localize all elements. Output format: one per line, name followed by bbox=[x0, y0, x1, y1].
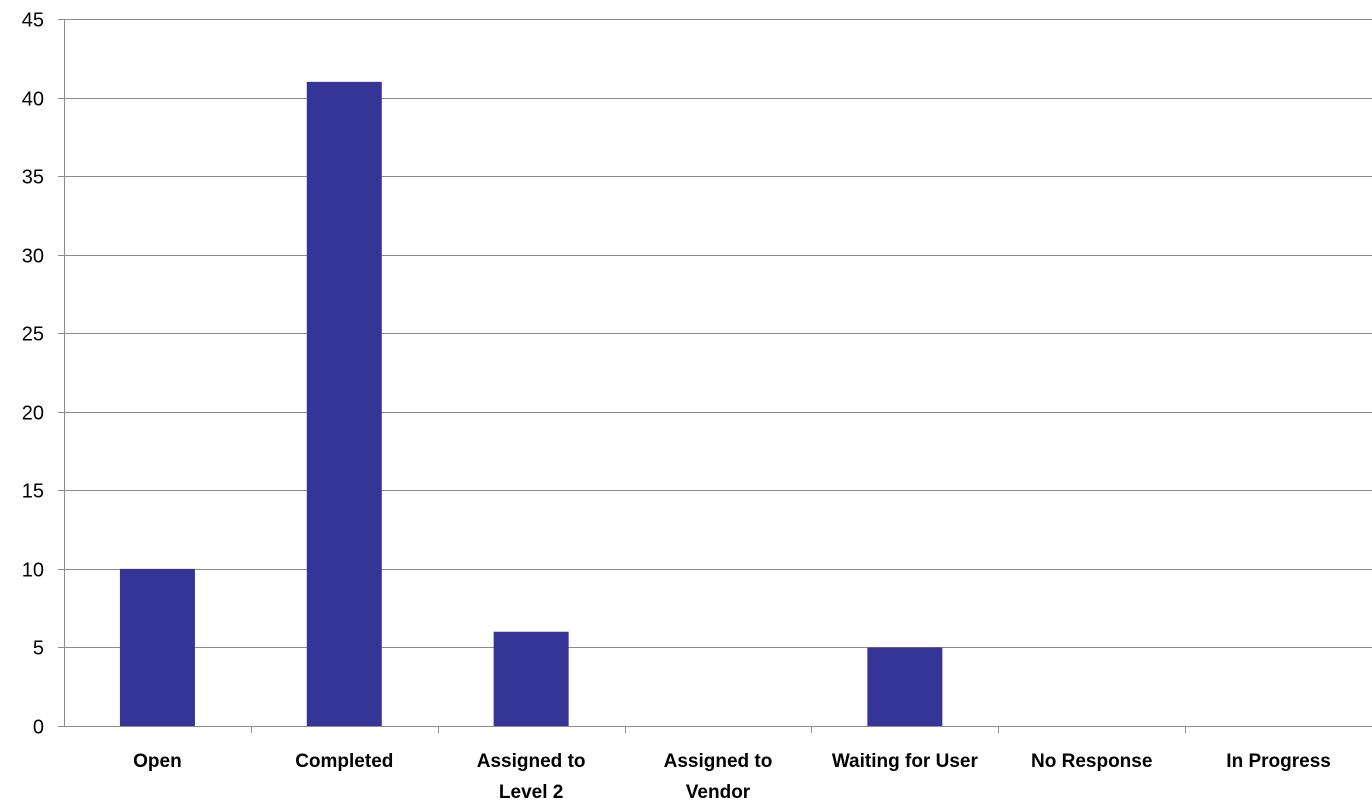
y-tick-label: 45 bbox=[22, 10, 44, 32]
bar-completed bbox=[306, 81, 382, 727]
x-category-labels: Open Completed Assigned to Level 2 Assigned … bbox=[133, 751, 1331, 803]
x-category-label: Assigned to bbox=[477, 751, 586, 772]
y-tick-label: 5 bbox=[33, 638, 44, 660]
gridlines bbox=[64, 19, 1372, 648]
bars bbox=[119, 81, 943, 727]
axes bbox=[58, 19, 1372, 733]
y-tick-label: 25 bbox=[22, 324, 44, 346]
y-tick-label: 15 bbox=[22, 481, 44, 503]
y-tick-label: 20 bbox=[22, 403, 44, 425]
y-tick-label: 10 bbox=[22, 560, 44, 582]
y-tick-label: 35 bbox=[22, 167, 44, 189]
x-category-label: No Response bbox=[1031, 751, 1152, 772]
x-category-label: Waiting for User bbox=[832, 751, 979, 772]
x-category-label: Completed bbox=[295, 751, 393, 772]
bar-waiting-for-user bbox=[867, 647, 943, 726]
x-category-label: Level 2 bbox=[499, 782, 563, 803]
bar-assigned-to-level-2 bbox=[493, 631, 569, 726]
y-tick-label: 30 bbox=[22, 246, 44, 268]
x-category-label: In Progress bbox=[1226, 751, 1331, 772]
bar-open bbox=[119, 568, 195, 726]
x-category-label: Assigned to bbox=[664, 751, 773, 772]
y-tick-label: 0 bbox=[33, 717, 44, 739]
y-tick-labels: 0 5 10 15 20 25 30 35 40 45 bbox=[22, 10, 44, 739]
x-category-label: Open bbox=[133, 751, 182, 772]
x-category-label: Vendor bbox=[686, 782, 751, 803]
y-tick-label: 40 bbox=[22, 89, 44, 111]
